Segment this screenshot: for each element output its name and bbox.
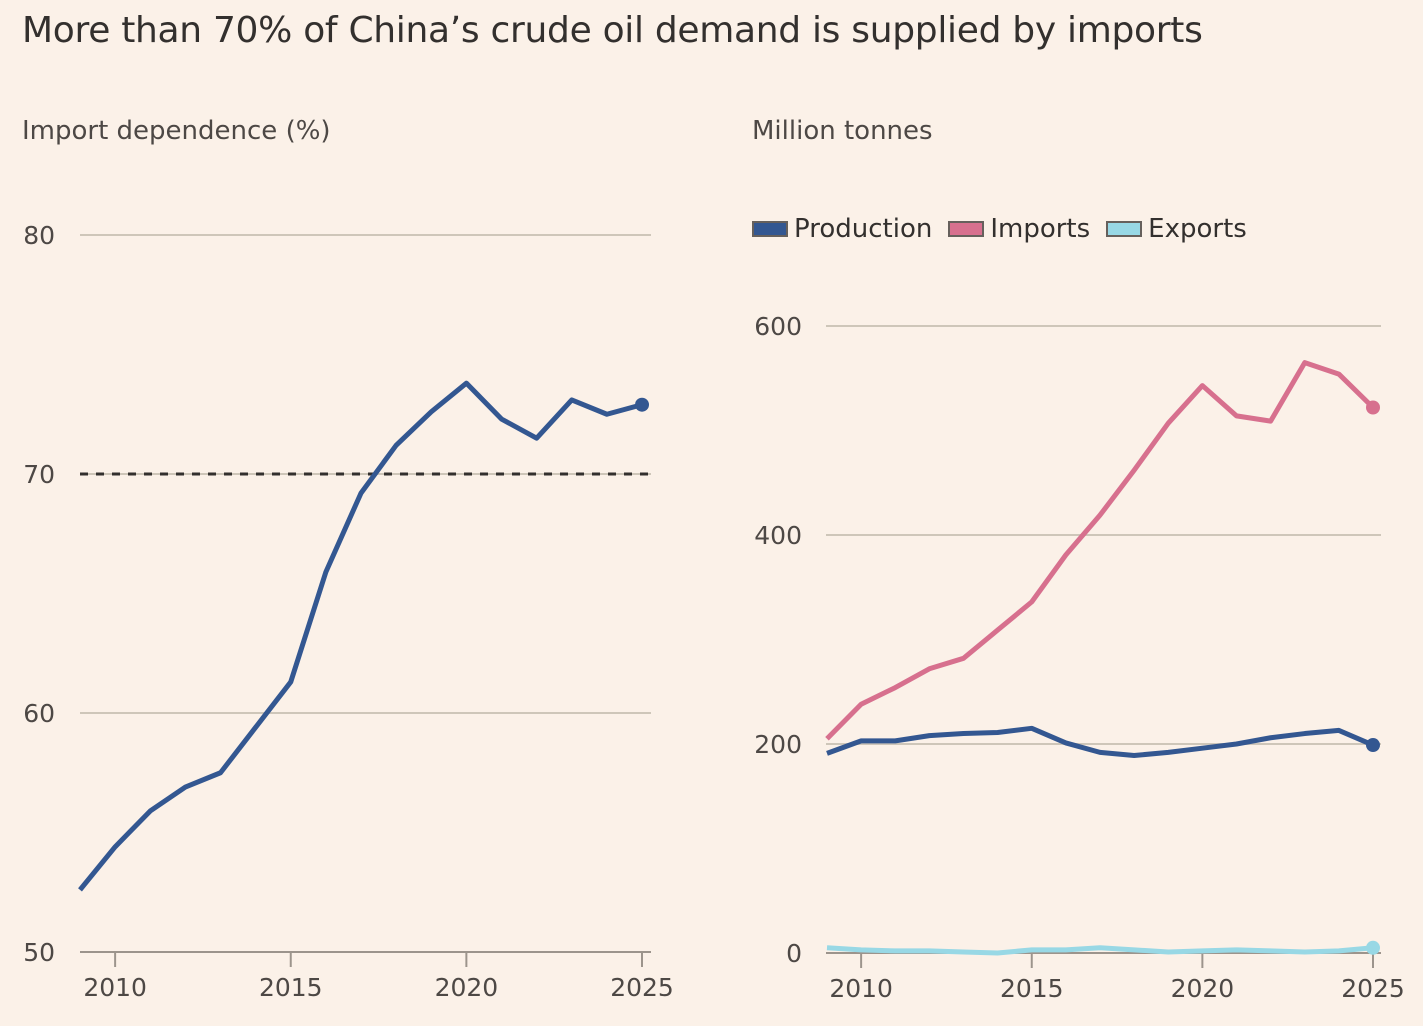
y-tick-label: 200 [754,730,802,759]
legend-label-production: Production [794,214,933,244]
x-tick-label: 2020 [435,973,499,1002]
endpoint-marker-import-dependence [635,397,649,412]
x-tick-label: 2025 [610,973,674,1002]
series-line-import-dependence [78,380,643,892]
legend: Production Imports Exports [752,214,1263,244]
x-tick-label: 2010 [83,973,147,1002]
y-tick-label: 70 [23,460,55,489]
y-tick-label: 80 [23,221,55,250]
endpoint-marker-exports [1366,940,1380,955]
legend-item-imports: Imports [948,214,1090,244]
x-tick-label: 2015 [1000,974,1064,1003]
endpoint-marker-imports [1366,400,1380,415]
y-tick-label: 400 [754,521,802,550]
y-tick-label: 0 [786,939,802,968]
legend-label-exports: Exports [1148,214,1247,244]
left-chart-subtitle: Import dependence (%) [22,116,331,146]
y-tick-label: 600 [754,312,802,341]
y-tick-label: 60 [23,699,55,728]
endpoint-marker-production [1366,738,1380,753]
chart-title: More than 70% of China’s crude oil deman… [22,10,1203,51]
series-line-imports [825,360,1375,741]
legend-item-exports: Exports [1106,214,1247,244]
x-tick-label: 2025 [1341,974,1405,1003]
series-line-exports [826,945,1374,956]
legend-label-imports: Imports [990,214,1091,244]
legend-swatch-imports [948,221,985,237]
series-line-production [826,725,1374,758]
right-chart-subtitle: Million tonnes [752,116,933,146]
x-tick-label: 2020 [1171,974,1235,1003]
x-tick-label: 2015 [259,973,323,1002]
legend-swatch-production [752,221,788,237]
legend-swatch-exports [1106,221,1143,237]
y-tick-label: 50 [23,938,55,967]
legend-item-production: Production [752,214,932,244]
x-tick-label: 2010 [829,974,893,1003]
